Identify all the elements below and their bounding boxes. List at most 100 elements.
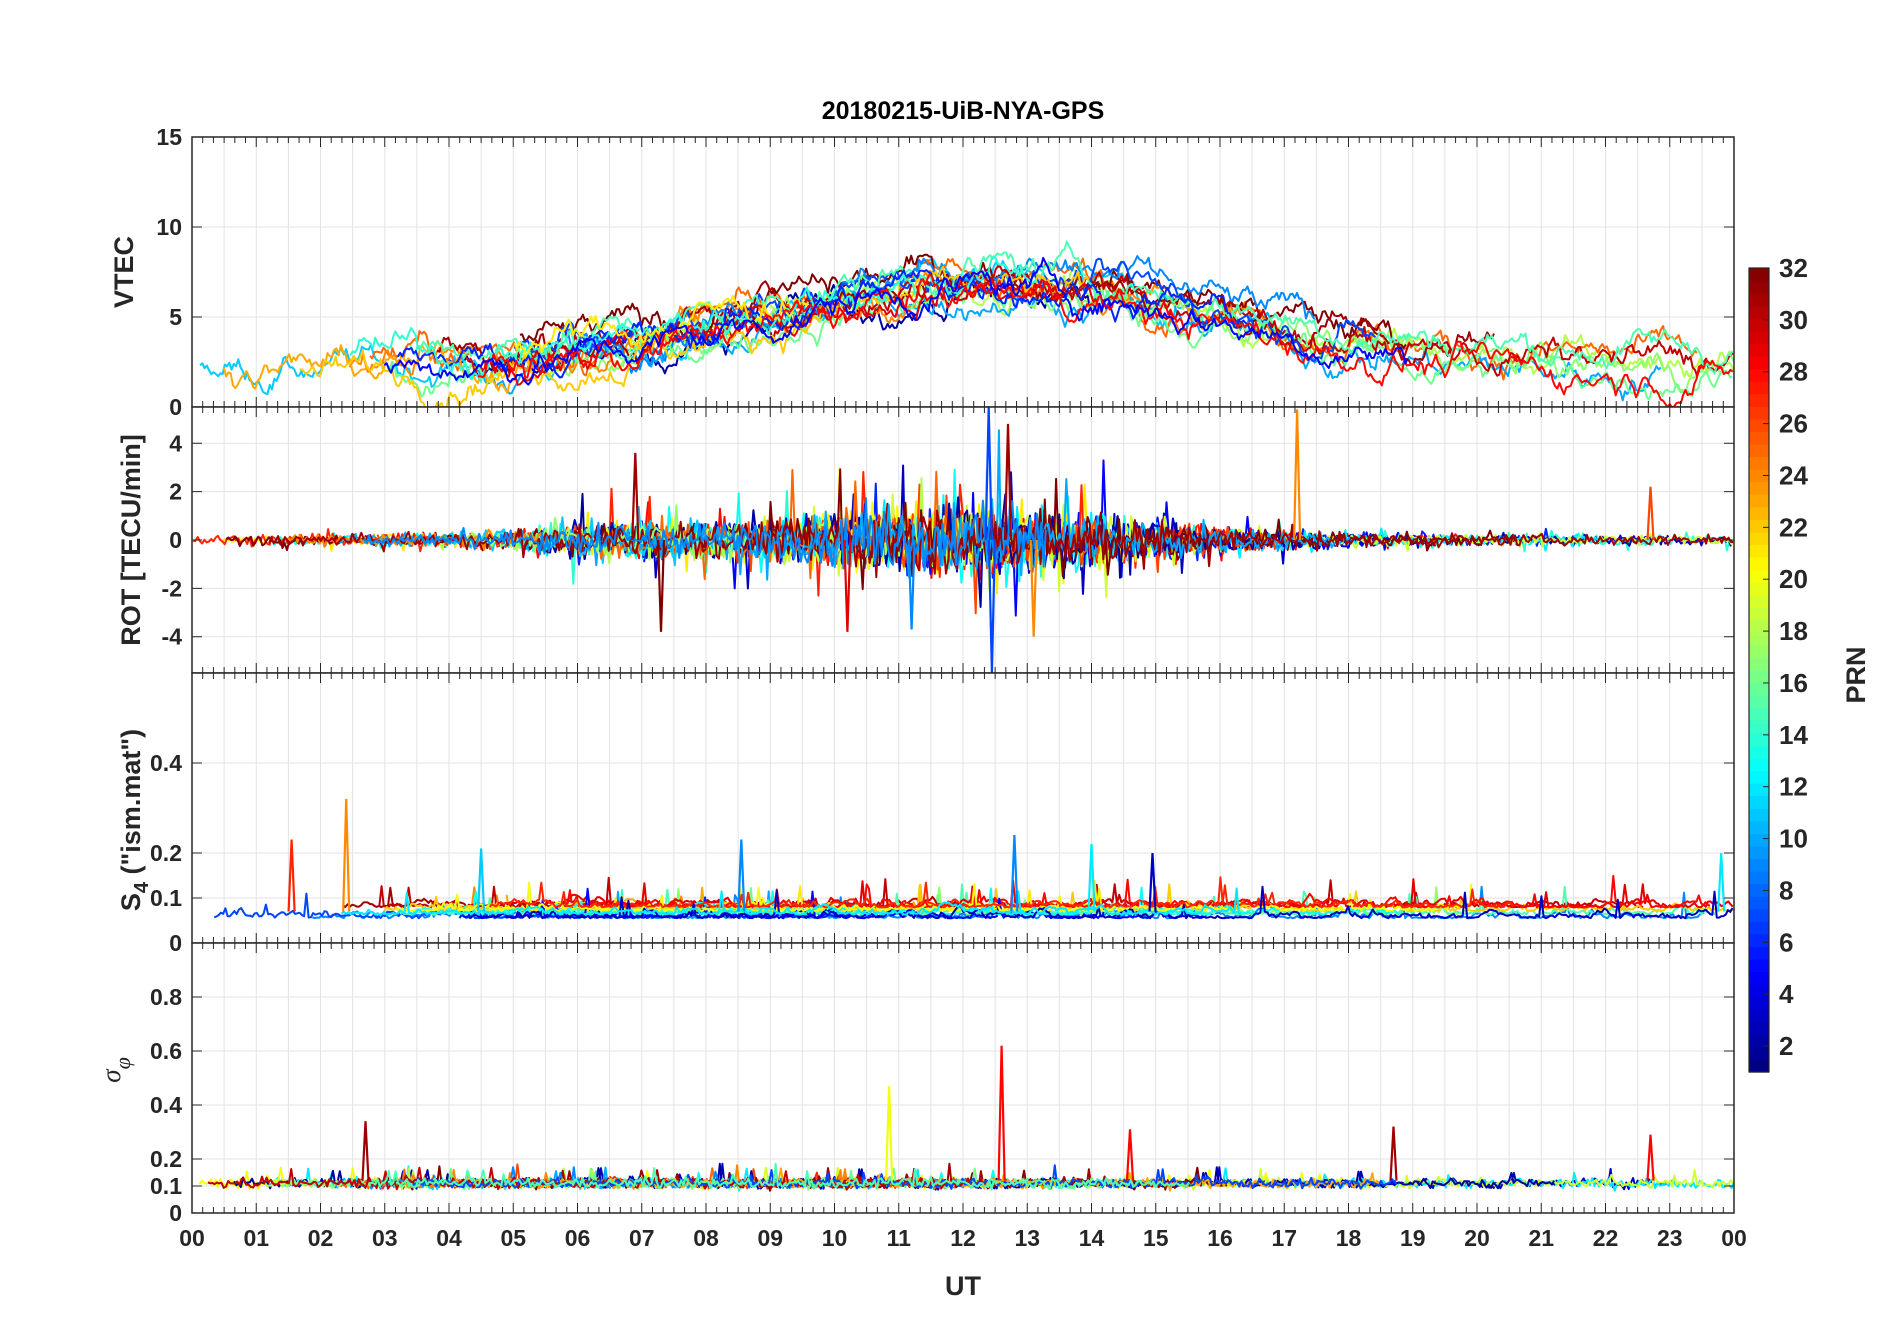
y-tick-label: -2	[162, 575, 182, 601]
data-traces	[199, 240, 1734, 407]
y-tick-label: 0.6	[150, 1038, 182, 1064]
colorbar-segment	[1749, 644, 1769, 659]
colorbar-segment	[1749, 1059, 1769, 1073]
panel-sigma_phi: 00.10.2 0.4 0.6 0.8	[150, 942, 1735, 1226]
x-tick-label: 18	[1336, 1225, 1362, 1251]
colorbar-segment	[1749, 368, 1769, 382]
colorbar-segment	[1749, 343, 1769, 357]
colorbar-segment	[1749, 971, 1769, 985]
colorbar-segment	[1749, 544, 1769, 558]
spike-prn-31	[1389, 1126, 1398, 1181]
spike-prn-31	[1003, 423, 1013, 541]
colorbar-segment	[1749, 355, 1769, 370]
spike-prn-7	[987, 539, 996, 673]
colorbar-segment	[1749, 305, 1769, 319]
colorbar-segment	[1749, 707, 1769, 721]
y-tick-label: -4	[162, 624, 183, 650]
colorbar-segment	[1749, 695, 1769, 709]
x-tick-label: 04	[436, 1225, 462, 1251]
colorbar-tick-label: 16	[1779, 668, 1808, 698]
colorbar-segment	[1749, 393, 1769, 407]
colorbar-segment	[1749, 720, 1769, 734]
colorbar-segment	[1749, 381, 1769, 395]
colorbar-segment	[1749, 820, 1769, 834]
x-tick-label: 02	[308, 1225, 334, 1251]
spike-prn-24	[1293, 409, 1302, 541]
spike-prn-12	[1717, 852, 1726, 912]
panel-s4: 0 0.1 0.2 0.4	[150, 672, 1735, 956]
colorbar-segment	[1749, 770, 1769, 784]
panel-vtec: 0 5 10 15	[156, 124, 1735, 420]
x-tick-label: 14	[1079, 1225, 1105, 1251]
colorbar-segment	[1749, 330, 1769, 344]
colorbar-segment	[1749, 607, 1769, 621]
spike-prn-28	[1125, 1129, 1135, 1181]
trace-prn-6	[397, 269, 1253, 379]
colorbar-tick-label: 14	[1779, 720, 1808, 750]
colorbar-segment	[1749, 594, 1769, 608]
colorbar-tick-label: 4	[1779, 979, 1794, 1009]
y-tick-label: 0	[169, 527, 182, 553]
colorbar-segment	[1749, 958, 1769, 973]
x-tick-label: 08	[693, 1225, 719, 1251]
colorbar-segment	[1749, 481, 1769, 495]
colorbar-segment	[1749, 933, 1769, 947]
x-tick-label: 17	[1271, 1225, 1297, 1251]
colorbar-tick-label: 30	[1779, 305, 1808, 335]
colorbar-segment	[1749, 469, 1769, 483]
spike-prn-24	[1029, 539, 1038, 637]
colorbar-segment	[1749, 921, 1769, 935]
x-tick-label: 21	[1528, 1225, 1554, 1251]
y-tick-label: 10	[156, 214, 182, 240]
spike-prn-9	[737, 839, 746, 912]
trace-prn-7	[410, 1164, 1398, 1190]
colorbar-segment	[1749, 632, 1769, 646]
panel-rot: -4 -2 0 2 4	[162, 406, 1735, 674]
y-axis-title-rot: ROT [TECU/min]	[116, 434, 146, 645]
colorbar-tick-label: 20	[1779, 564, 1808, 594]
s4-label-main: S	[116, 893, 146, 911]
x-tick-label: 09	[757, 1225, 783, 1251]
x-tick-label: 13	[1014, 1225, 1040, 1251]
x-tick-label: 23	[1657, 1225, 1683, 1251]
colorbar-tick-label: 28	[1779, 357, 1808, 387]
colorbar-segment	[1749, 757, 1769, 772]
x-tick-label: 07	[629, 1225, 655, 1251]
spike-prn-28	[1646, 1134, 1655, 1181]
y-tick-label: 15	[156, 124, 182, 150]
y-tick-label: 2	[169, 479, 182, 505]
y-tick-label: 0.8	[150, 984, 182, 1010]
colorbar-segment	[1749, 418, 1769, 432]
spike-prn-3	[1148, 852, 1157, 912]
colorbar-segment	[1749, 531, 1769, 545]
colorbar-segment	[1749, 406, 1769, 420]
colorbar-tick-label: 10	[1779, 824, 1808, 854]
colorbar-segment	[1749, 619, 1769, 633]
colorbar-segment	[1749, 494, 1769, 508]
sigma-label-sub: φ	[110, 1057, 135, 1069]
trace-prn-22	[299, 265, 1090, 407]
x-tick-label: 22	[1593, 1225, 1619, 1251]
colorbar-segment	[1749, 984, 1769, 998]
colorbar-tick-label: 18	[1779, 616, 1808, 646]
colorbar-segment	[1749, 833, 1769, 847]
spike-prn-20	[885, 1086, 894, 1181]
trace-prn-23	[222, 339, 549, 394]
y-tick-label: 0	[169, 1200, 182, 1226]
y-tick-label: 0	[169, 394, 182, 420]
spike-prn-27	[287, 839, 296, 912]
colorbar-segment	[1749, 946, 1769, 960]
spike-prn-26	[1646, 486, 1655, 541]
colorbar-segment	[1749, 996, 1769, 1010]
x-tick-label: 15	[1143, 1225, 1169, 1251]
x-tick-label: 05	[500, 1225, 526, 1251]
colorbar-segment	[1749, 506, 1769, 520]
x-axis-title: UT	[945, 1271, 981, 1301]
colorbar-tick-label: 24	[1779, 460, 1808, 490]
colorbar-segment	[1749, 657, 1769, 671]
x-tick-label: 03	[372, 1225, 398, 1251]
colorbar-segment	[1749, 443, 1769, 458]
colorbar-tick-label: 26	[1779, 409, 1808, 439]
